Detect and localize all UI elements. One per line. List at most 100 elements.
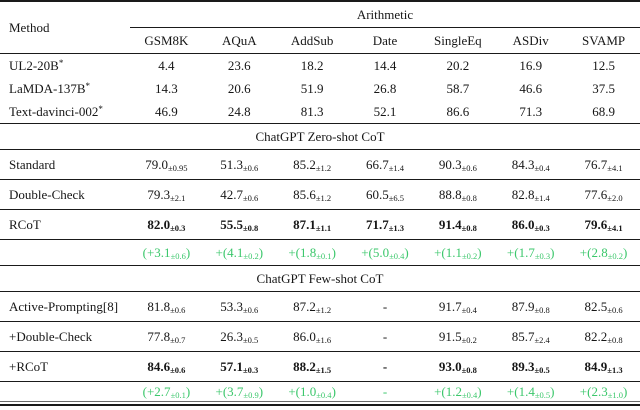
table-header: Method Arithmetic GSM8K AQuA AddSub Date Sin… bbox=[0, 3, 640, 54]
table-row: LaMDA-137B* 14.3 20.6 51.9 26.8 58.7 46.6 37.5 bbox=[0, 77, 640, 100]
stddev-subscript: ±2.0 bbox=[607, 192, 623, 203]
table-row: Text-davinci-002* 46.9 24.8 81.3 52.1 86.6 71.… bbox=[0, 100, 640, 123]
stddev-subscript: ±0.9 bbox=[243, 389, 259, 400]
table-row: Double-Check 79.3±2.1 42.7±0.6 85.6±1.2 60.5… bbox=[0, 179, 640, 209]
table-row: +RCoT 84.6±0.6 57.1±0.3 88.2±1.5 - 93.0±0.8 89… bbox=[0, 351, 640, 381]
value-cell: 4.4 bbox=[158, 57, 175, 73]
method-cell: Active-Prompting[8] bbox=[9, 298, 119, 314]
value-cell: +(2.3±1.0) bbox=[579, 383, 628, 400]
improvement-row: (+3.1±0.6) +(4.1±0.2) +(1.8±0.1) +(5.0±0.4)… bbox=[0, 239, 640, 265]
stddev-subscript: ±0.1 bbox=[316, 250, 332, 261]
method-cell: +RCoT bbox=[9, 358, 49, 374]
bottom-rule bbox=[0, 401, 640, 406]
value-cell: (+2.7±0.1) bbox=[142, 383, 191, 400]
column-header-svamp: SVAMP bbox=[582, 32, 626, 48]
stddev-subscript: ±1.0 bbox=[607, 389, 623, 400]
stddev-subscript: ±0.4 bbox=[534, 162, 550, 173]
top-rule bbox=[0, 0, 640, 3]
value-cell: 84.6±0.6 bbox=[147, 358, 186, 375]
stddev-subscript: ±0.3 bbox=[534, 222, 550, 233]
section-title: ChatGPT Zero-shot CoT bbox=[0, 124, 640, 150]
value-cell: 20.6 bbox=[227, 80, 251, 96]
value-cell: 58.7 bbox=[446, 80, 470, 96]
value-cell: 86.0±1.6 bbox=[293, 328, 332, 345]
value-cell: 12.5 bbox=[592, 57, 615, 73]
stddev-subscript: ±0.6 bbox=[170, 304, 186, 315]
stddev-subscript: ±1.4 bbox=[388, 162, 405, 173]
value-cell: 82.0±0.3 bbox=[147, 216, 186, 233]
value-cell: 84.9±1.3 bbox=[584, 358, 623, 375]
stddev-subscript: ±1.5 bbox=[315, 364, 332, 375]
value-cell: 53.3±0.6 bbox=[220, 298, 259, 315]
stddev-subscript: ±1.2 bbox=[315, 304, 332, 315]
stddev-subscript: ±1.1 bbox=[315, 222, 332, 233]
stddev-subscript: ±0.2 bbox=[461, 250, 478, 261]
method-cell: Standard bbox=[9, 156, 56, 172]
stddev-subscript: ±0.2 bbox=[243, 250, 259, 261]
method-column-header: Method bbox=[9, 20, 50, 35]
stddev-subscript: ±2.1 bbox=[170, 192, 186, 203]
value-cell: 84.3±0.4 bbox=[511, 156, 550, 173]
group-header-arithmetic: Arithmetic bbox=[130, 3, 640, 28]
stddev-subscript: ±1.4 bbox=[534, 192, 550, 203]
method-cell: RCoT bbox=[9, 216, 41, 232]
value-cell: +(2.8±0.2) bbox=[579, 244, 628, 261]
value-cell: 18.2 bbox=[300, 57, 324, 73]
value-cell: 88.8±0.8 bbox=[438, 186, 477, 203]
value-cell: +(4.1±0.2) bbox=[215, 244, 264, 261]
stddev-subscript: ±0.6 bbox=[170, 364, 186, 375]
value-cell: 91.7±0.4 bbox=[438, 298, 477, 315]
value-cell: 79.3±2.1 bbox=[147, 186, 186, 203]
value-cell: - bbox=[382, 298, 388, 314]
value-cell: 24.8 bbox=[227, 103, 251, 119]
value-cell: 87.1±1.1 bbox=[293, 216, 332, 233]
value-cell: - bbox=[382, 328, 388, 344]
value-cell: +(3.7±0.9) bbox=[215, 383, 264, 400]
value-cell: 68.9 bbox=[592, 103, 615, 119]
stddev-subscript: ±2.4 bbox=[534, 334, 550, 345]
value-cell: 16.9 bbox=[519, 57, 543, 73]
value-cell: 81.3 bbox=[300, 103, 324, 119]
value-cell: 60.5±6.5 bbox=[365, 186, 405, 203]
stddev-subscript: ±0.6 bbox=[461, 162, 477, 173]
stddev-subscript: ±6.5 bbox=[388, 192, 405, 203]
method-cell: LaMDA-137B* bbox=[9, 80, 91, 96]
value-cell: +(1.7±0.3) bbox=[506, 244, 555, 261]
method-cell: UL2-20B* bbox=[9, 57, 64, 73]
value-cell: 90.3±0.6 bbox=[438, 156, 477, 173]
value-cell: 51.9 bbox=[300, 80, 324, 96]
table-body: UL2-20B* 4.4 23.6 18.2 14.4 20.2 16.9 12.5 LaMDA… bbox=[0, 54, 640, 401]
stddev-subscript: ±0.4 bbox=[316, 389, 332, 400]
stddev-subscript: ±0.8 bbox=[607, 334, 623, 345]
column-header-addsub: AddSub bbox=[290, 32, 334, 48]
value-cell: 42.7±0.6 bbox=[220, 186, 259, 203]
value-cell: 82.2±0.8 bbox=[584, 328, 623, 345]
value-cell: 14.4 bbox=[373, 57, 397, 73]
value-cell: 85.6±1.2 bbox=[293, 186, 332, 203]
stddev-subscript: ±0.6 bbox=[607, 304, 623, 315]
stddev-subscript: ±1.2 bbox=[315, 162, 332, 173]
value-cell: 76.7±4.1 bbox=[584, 156, 623, 173]
value-cell: 86.0±0.3 bbox=[511, 216, 550, 233]
improvement-row: (+2.7±0.1) +(3.7±0.9) +(1.0±0.4) - +(1.2±0.4… bbox=[0, 381, 640, 401]
value-cell: 20.2 bbox=[446, 57, 470, 73]
stddev-subscript: ±0.8 bbox=[461, 222, 477, 233]
stddev-subscript: ±0.6 bbox=[243, 304, 259, 315]
stddev-subscript: ±0.8 bbox=[534, 304, 550, 315]
value-cell: +(1.2±0.4) bbox=[434, 383, 482, 400]
value-cell: 66.7±1.4 bbox=[365, 156, 405, 173]
stddev-subscript: ±1.6 bbox=[315, 334, 332, 345]
stddev-subscript: ±0.1 bbox=[170, 389, 186, 400]
value-cell: 77.8±0.7 bbox=[147, 328, 186, 345]
value-cell: 37.5 bbox=[592, 80, 615, 96]
value-cell: 85.2±1.2 bbox=[293, 156, 332, 173]
stddev-subscript: ±0.4 bbox=[389, 250, 405, 261]
value-cell: 91.5±0.2 bbox=[438, 328, 477, 345]
column-header-singleeq: SingleEq bbox=[434, 32, 482, 48]
value-cell: (+3.1±0.6) bbox=[142, 244, 191, 261]
asterisk-superscript: * bbox=[58, 57, 64, 68]
column-header-asdiv: ASDiv bbox=[512, 32, 549, 48]
method-cell: Text-davinci-002* bbox=[9, 103, 103, 119]
value-cell: 91.4±0.8 bbox=[438, 216, 477, 233]
